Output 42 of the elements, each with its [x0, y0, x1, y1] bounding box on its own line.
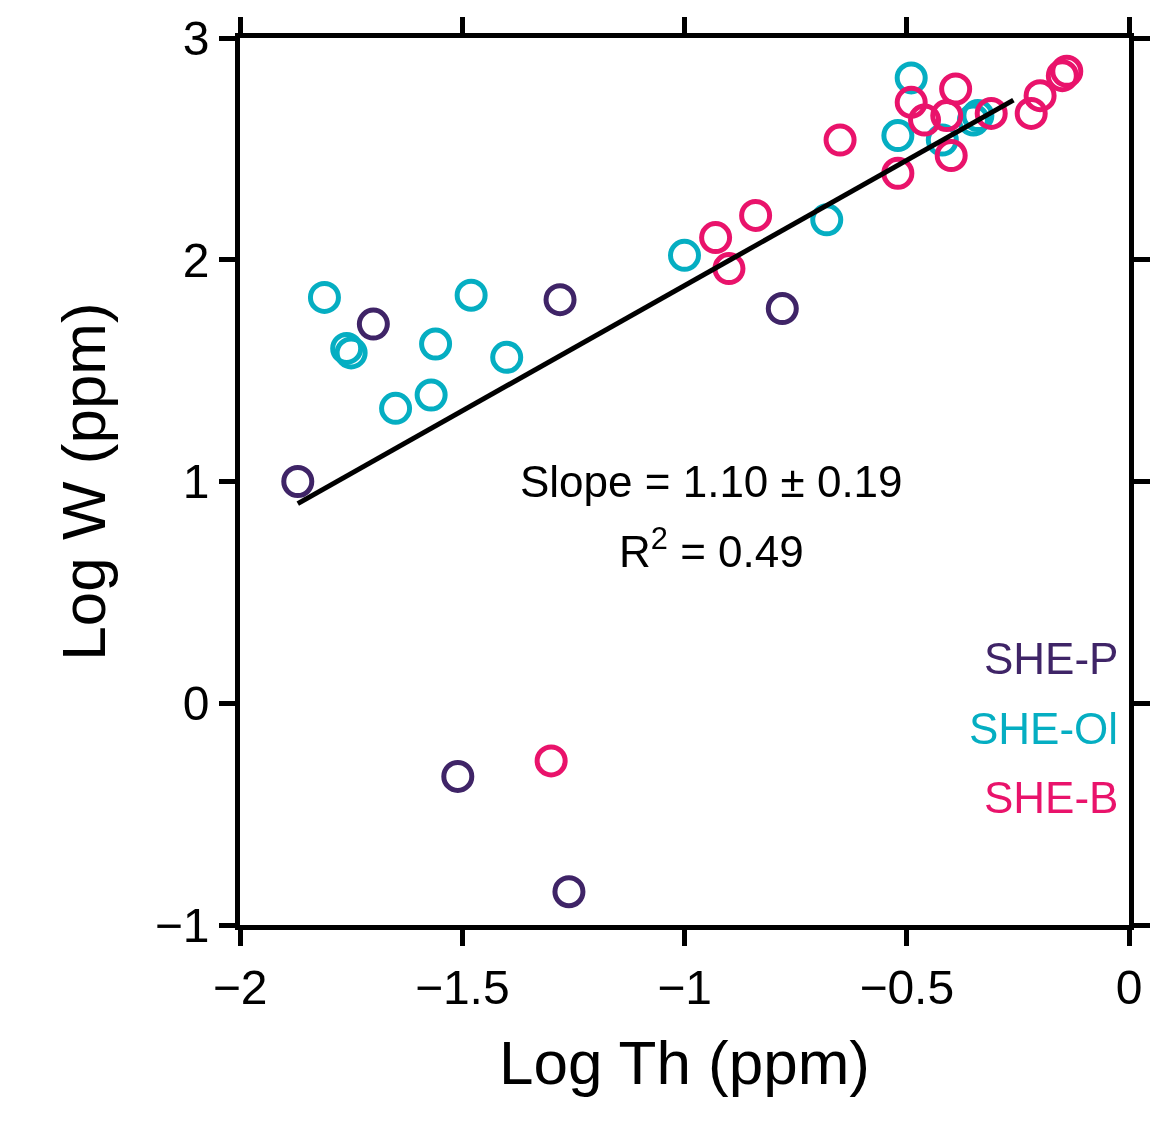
y-tick-label: 3 [182, 11, 210, 65]
point [765, 292, 799, 326]
point [739, 198, 773, 232]
point [490, 340, 524, 374]
point [881, 119, 915, 153]
point [668, 238, 701, 272]
point [379, 391, 413, 425]
text: SHE-B [984, 773, 1119, 822]
point [543, 283, 577, 317]
x-tick-label: −2 [212, 960, 268, 1014]
point [419, 327, 453, 361]
annotation: Slope = 1.10 ± 0.19 [520, 457, 903, 506]
point [356, 307, 390, 341]
x-tick-label: −0.5 [859, 960, 955, 1014]
x-tick-label: −1 [657, 960, 712, 1014]
point [1023, 79, 1057, 113]
point [939, 72, 973, 106]
point [908, 103, 942, 137]
point [454, 278, 488, 312]
x-tick-label: −1.5 [414, 960, 510, 1014]
point [1014, 96, 1048, 130]
point [699, 221, 733, 255]
text: SHE-Ol [969, 704, 1119, 753]
point [281, 465, 315, 498]
point [930, 99, 964, 133]
point [894, 85, 928, 119]
point [441, 759, 475, 793]
text: SHE-P [984, 634, 1119, 683]
point [414, 378, 448, 412]
y-axis-title: Log W (ppm) [49, 302, 119, 661]
point [552, 875, 586, 909]
annotation: R$^{2}$ = 0.49 [619, 521, 804, 577]
y-tick-label: 2 [182, 233, 210, 287]
y-tick-label: 1 [182, 455, 210, 509]
y-tick-label: 0 [182, 677, 210, 731]
point [823, 123, 857, 157]
point [534, 744, 568, 778]
point [934, 139, 968, 173]
point [307, 280, 341, 314]
y-tick-label: −1 [154, 898, 210, 952]
x-tick-label: 0 [1115, 960, 1143, 1014]
x-axis-title: Log Th (ppm) [498, 1028, 871, 1098]
